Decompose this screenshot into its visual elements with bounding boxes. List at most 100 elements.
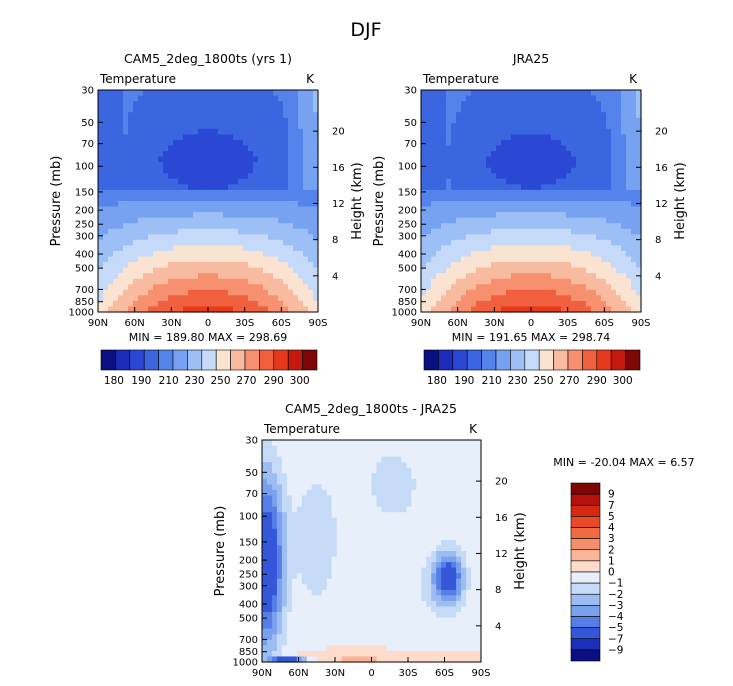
field-cell xyxy=(446,284,452,291)
field-cell xyxy=(581,123,587,130)
field-cell xyxy=(148,267,154,274)
field-cell xyxy=(461,162,467,169)
field-cell xyxy=(168,273,174,280)
field-cell xyxy=(466,139,472,147)
field-cell xyxy=(238,223,244,230)
field-cell xyxy=(451,556,457,563)
field-cell xyxy=(311,489,318,497)
field-cell xyxy=(243,173,249,180)
field-cell xyxy=(273,267,279,274)
field-cell xyxy=(476,595,482,602)
field-cell xyxy=(331,551,338,558)
field-cell xyxy=(621,151,627,158)
field-cell xyxy=(263,239,269,246)
field-cell xyxy=(178,278,184,285)
field-cell xyxy=(611,262,617,269)
field-cell xyxy=(456,245,462,252)
field-cell xyxy=(481,262,487,269)
field-cell xyxy=(203,273,209,280)
field-cell xyxy=(461,295,467,302)
field-cell xyxy=(566,212,572,219)
field-cell xyxy=(551,295,557,302)
field-cell xyxy=(153,300,159,308)
field-cell xyxy=(476,134,482,141)
field-cell xyxy=(381,523,388,530)
field-cell xyxy=(133,90,139,97)
field-cell xyxy=(601,273,607,280)
field-cell xyxy=(313,106,319,113)
field-cell xyxy=(331,562,338,569)
field-cell xyxy=(108,184,114,191)
field-cell xyxy=(491,267,497,274)
field-cell xyxy=(611,239,617,246)
field-cell xyxy=(536,173,542,180)
field-cell xyxy=(441,456,447,463)
field-cell xyxy=(561,95,567,102)
field-cell xyxy=(461,256,467,263)
field-cell xyxy=(278,295,284,302)
field-cell xyxy=(441,440,447,447)
field-cell xyxy=(516,267,522,274)
field-cell xyxy=(258,239,264,246)
field-cell xyxy=(356,534,363,541)
field-cell xyxy=(561,278,567,285)
field-cell xyxy=(471,178,477,185)
field-cell xyxy=(596,239,602,246)
field-cell xyxy=(471,295,477,302)
field-cell xyxy=(636,167,642,174)
field-cell xyxy=(276,512,283,519)
field-cell xyxy=(108,101,114,108)
field-cell xyxy=(576,223,582,230)
field-cell xyxy=(451,267,457,274)
field-cell xyxy=(303,128,309,135)
field-cell xyxy=(173,245,179,252)
field-cell xyxy=(471,151,477,158)
field-cell xyxy=(153,267,159,274)
field-cell xyxy=(466,478,472,485)
field-cell xyxy=(148,250,154,258)
field-cell xyxy=(621,201,627,208)
field-cell xyxy=(386,484,393,491)
field-cell xyxy=(266,478,273,485)
field-cell xyxy=(611,245,617,252)
units-label: K xyxy=(306,72,315,86)
field-cell xyxy=(168,201,174,208)
field-cell xyxy=(133,267,139,274)
field-cell xyxy=(296,501,303,508)
field-cell xyxy=(421,217,427,224)
field-cell xyxy=(198,234,204,241)
field-cell xyxy=(586,223,592,230)
field-cell xyxy=(376,589,383,596)
field-cell xyxy=(356,567,363,574)
field-cell xyxy=(233,139,239,147)
field-cell xyxy=(576,239,582,246)
field-cell xyxy=(341,440,348,447)
field-cell xyxy=(281,445,288,452)
field-cell xyxy=(316,567,323,574)
field-cell xyxy=(551,128,557,135)
field-cell xyxy=(296,489,303,497)
field-cell xyxy=(631,162,637,169)
field-cell xyxy=(258,173,264,180)
field-cell xyxy=(188,217,194,224)
field-cell xyxy=(391,506,397,513)
field-cell xyxy=(273,223,279,230)
field-cell xyxy=(606,151,612,158)
field-cell xyxy=(576,123,582,130)
field-cell xyxy=(178,134,184,141)
field-cell xyxy=(281,578,288,585)
field-cell xyxy=(566,306,572,313)
field-cell xyxy=(316,445,323,452)
field-cell xyxy=(406,489,412,497)
field-cell xyxy=(248,173,254,180)
field-cell xyxy=(636,145,642,152)
field-cell xyxy=(128,106,134,113)
field-cell xyxy=(98,256,104,263)
field-cell xyxy=(278,101,284,108)
field-cell xyxy=(288,173,294,180)
field-cell xyxy=(148,151,154,158)
field-cell xyxy=(431,112,437,119)
field-cell xyxy=(163,267,169,274)
field-cell xyxy=(611,256,617,263)
field-cell xyxy=(376,523,383,530)
